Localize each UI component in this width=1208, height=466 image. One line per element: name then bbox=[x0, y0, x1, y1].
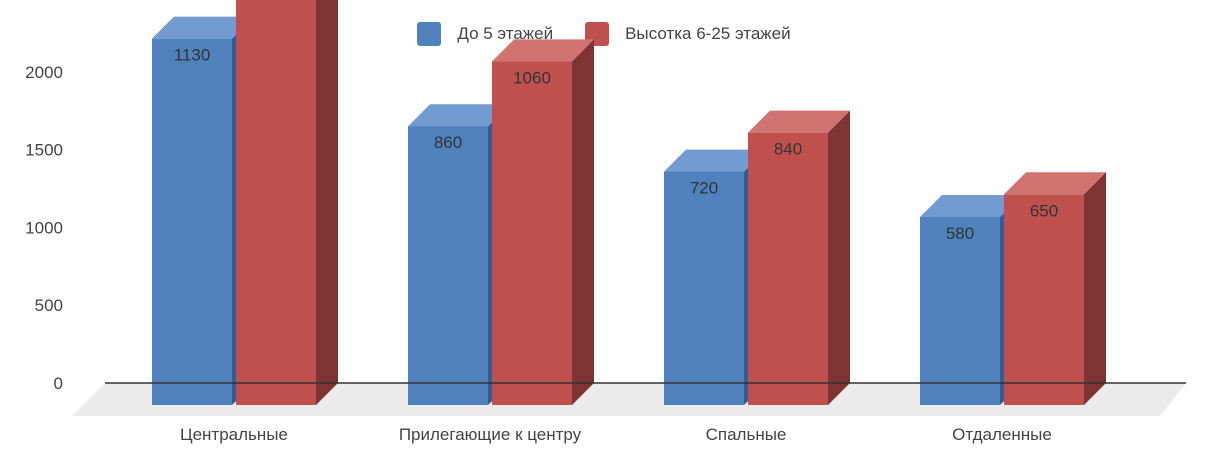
y-tick-label: 0 bbox=[54, 374, 63, 393]
bar-top-face bbox=[408, 104, 510, 127]
x-category-label: Спальные bbox=[706, 425, 787, 444]
bar-series-2 bbox=[236, 0, 338, 405]
bar bbox=[236, 0, 316, 405]
bar-series-2 bbox=[748, 110, 850, 405]
bar-series-2 bbox=[1004, 172, 1106, 405]
x-category-label: Отдаленные bbox=[952, 425, 1052, 444]
bar-side-face bbox=[572, 39, 594, 406]
data-label: 650 bbox=[1030, 201, 1058, 220]
bar bbox=[664, 171, 744, 405]
bar bbox=[408, 126, 488, 406]
x-category-label: Прилегающие к центру bbox=[399, 425, 582, 444]
bar-side-face bbox=[316, 0, 338, 405]
bar-series-2 bbox=[492, 39, 594, 406]
bar-top-face bbox=[748, 110, 850, 133]
bar bbox=[920, 216, 1000, 405]
x-category-label: Центральные bbox=[180, 425, 288, 444]
legend-label-series-1: До 5 этажей bbox=[457, 24, 554, 43]
bar-top-face bbox=[920, 194, 1022, 217]
bar-side-face bbox=[1084, 172, 1106, 405]
bar bbox=[748, 132, 828, 405]
legend-label-series-2: Высотка 6-25 этажей bbox=[625, 24, 791, 43]
chart-floor bbox=[72, 383, 1186, 416]
bar bbox=[1004, 194, 1084, 405]
bar-top-face bbox=[1004, 172, 1106, 195]
y-tick-label: 1000 bbox=[25, 218, 63, 237]
data-label: 1130 bbox=[174, 46, 211, 65]
legend-item-series-1[interactable]: До 5 этажей bbox=[417, 22, 553, 46]
bar-side-face bbox=[828, 110, 850, 405]
bar bbox=[152, 38, 232, 406]
bar-top-face bbox=[152, 16, 254, 39]
bar bbox=[492, 61, 572, 406]
bar-top-face bbox=[664, 149, 766, 172]
data-label: 840 bbox=[774, 140, 802, 159]
y-tick-label: 2000 bbox=[25, 63, 63, 82]
data-label: 580 bbox=[946, 224, 974, 243]
bar-top-face bbox=[492, 39, 594, 62]
legend-swatch-series-1 bbox=[417, 22, 442, 46]
y-tick-label: 500 bbox=[35, 296, 63, 315]
data-label: 860 bbox=[434, 133, 462, 152]
y-tick-label: 1500 bbox=[25, 141, 63, 160]
data-label: 1060 bbox=[513, 68, 551, 87]
data-label: 720 bbox=[690, 179, 718, 198]
